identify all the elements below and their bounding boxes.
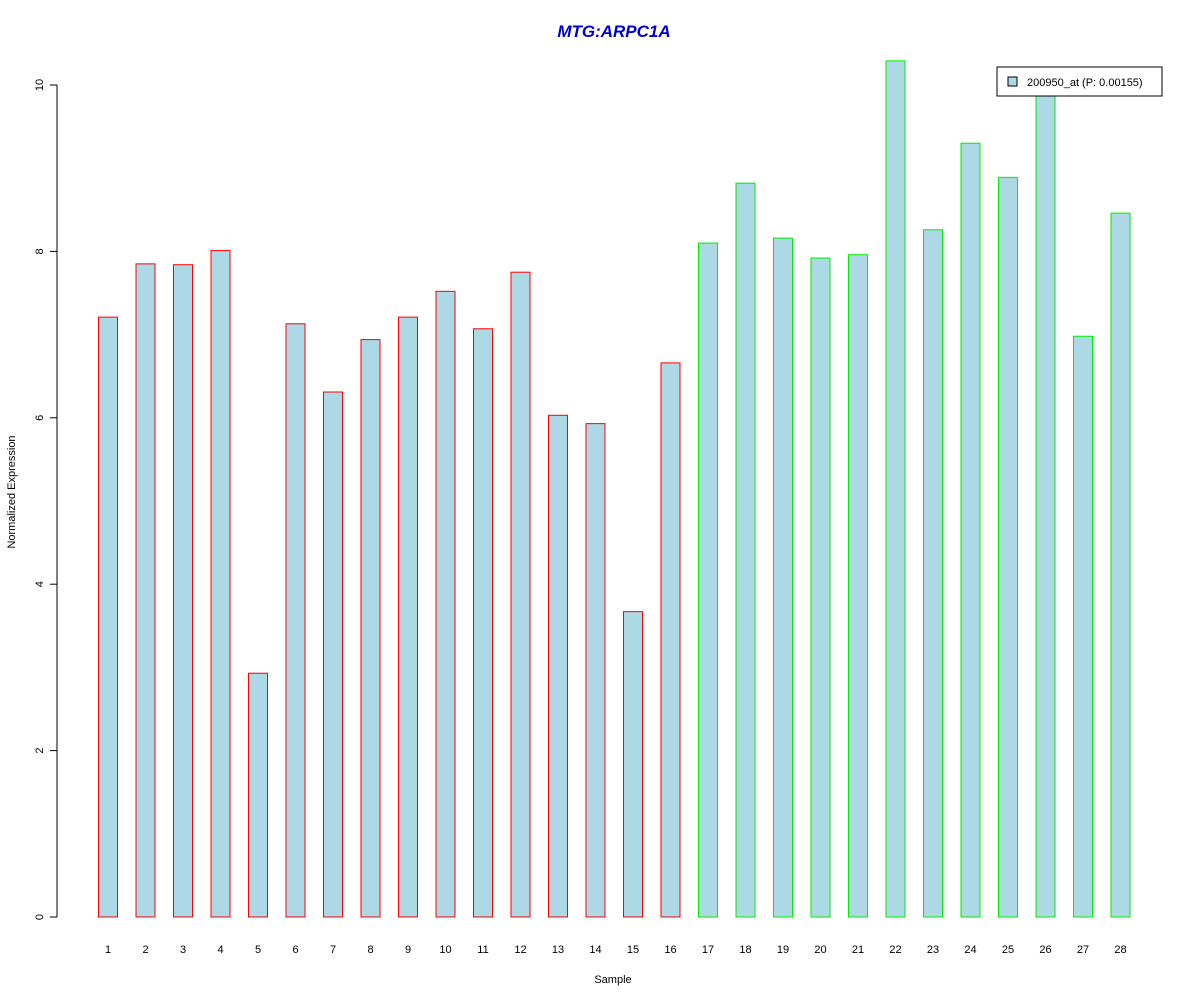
- y-axis: 0 2 4 6 8 10: [34, 79, 58, 920]
- bar-sample-22: [885, 60, 906, 918]
- x-tick-label: 1: [105, 944, 111, 956]
- x-tick-label: 2: [142, 944, 148, 956]
- bar-sample-1: [98, 316, 118, 918]
- bar-sample-16: [660, 362, 681, 918]
- x-tick-label: 22: [889, 944, 901, 956]
- x-tick-label: 8: [367, 944, 373, 956]
- y-tick-label: 10: [34, 79, 46, 91]
- x-axis-label: Sample: [594, 974, 631, 986]
- x-tick-label: 20: [814, 944, 826, 956]
- bar-sample-25: [998, 176, 1018, 918]
- x-tick-label: 16: [664, 944, 676, 956]
- chart-title: MTG:ARPC1A: [557, 22, 670, 41]
- x-tick-label: 7: [330, 944, 336, 956]
- x-tick-label: 14: [589, 944, 601, 956]
- bar-sample-13: [548, 414, 568, 918]
- bar-sample-3: [173, 264, 193, 918]
- bar-sample-2: [135, 263, 156, 918]
- x-tick-label: 21: [852, 944, 864, 956]
- legend: 200950_at (P: 0.00155): [996, 66, 1163, 97]
- legend-label: 200950_at (P: 0.00155): [1027, 77, 1143, 89]
- bar-sample-27: [1073, 335, 1093, 918]
- bar-sample-11: [473, 328, 493, 918]
- bar-sample-19: [773, 237, 793, 918]
- bar-sample-4: [210, 250, 231, 918]
- x-tick-label: 23: [927, 944, 939, 956]
- bar-sample-14: [585, 423, 606, 918]
- bar-sample-18: [735, 182, 756, 918]
- bar-sample-15: [623, 611, 643, 918]
- bar-sample-24: [960, 142, 981, 918]
- legend-swatch: [1007, 76, 1018, 87]
- bar-sample-10: [435, 290, 456, 918]
- legend-box: [996, 66, 1163, 97]
- y-tick-label: 4: [34, 581, 46, 587]
- bar-sample-21: [848, 254, 868, 918]
- x-tick-label: 18: [739, 944, 751, 956]
- x-tick-label: 24: [964, 944, 976, 956]
- bar-sample-6: [285, 323, 306, 918]
- x-tick-label: 4: [217, 944, 223, 956]
- x-tick-label: 6: [292, 944, 298, 956]
- x-tick-label: 13: [552, 944, 564, 956]
- y-tick-label: 6: [34, 415, 46, 421]
- x-axis-tick-labels: 1 2 3 4 5 6 7 8 9 10 11 12 13 14 15 16 17 18 19 20 21 22 23 24 2…: [105, 944, 1127, 956]
- bar-sample-12: [510, 271, 531, 918]
- bar-sample-7: [323, 391, 343, 918]
- y-tick-label: 0: [34, 914, 46, 920]
- x-tick-label: 26: [1039, 944, 1051, 956]
- y-tick-label: 8: [34, 248, 46, 254]
- bar-sample-5: [248, 672, 268, 918]
- bar-sample-17: [698, 242, 718, 918]
- bar-sample-28: [1110, 212, 1131, 918]
- x-tick-label: 28: [1114, 944, 1126, 956]
- x-tick-label: 27: [1077, 944, 1089, 956]
- y-tick-label: 2: [34, 748, 46, 754]
- bar-sample-9: [398, 316, 418, 918]
- x-tick-label: 15: [627, 944, 639, 956]
- bar-sample-26: [1035, 95, 1056, 918]
- bars: [98, 60, 1131, 918]
- x-tick-label: 25: [1002, 944, 1014, 956]
- x-tick-label: 17: [702, 944, 714, 956]
- x-tick-label: 9: [405, 944, 411, 956]
- x-tick-label: 11: [477, 944, 488, 956]
- x-tick-label: 10: [439, 944, 451, 956]
- y-axis-label: Normalized Expression: [6, 435, 18, 548]
- x-tick-label: 5: [255, 944, 261, 956]
- bar-sample-23: [923, 229, 943, 918]
- x-tick-label: 3: [180, 944, 186, 956]
- x-tick-label: 12: [514, 944, 526, 956]
- x-tick-label: 19: [777, 944, 789, 956]
- bar-sample-20: [810, 257, 831, 918]
- bar-sample-8: [360, 339, 381, 918]
